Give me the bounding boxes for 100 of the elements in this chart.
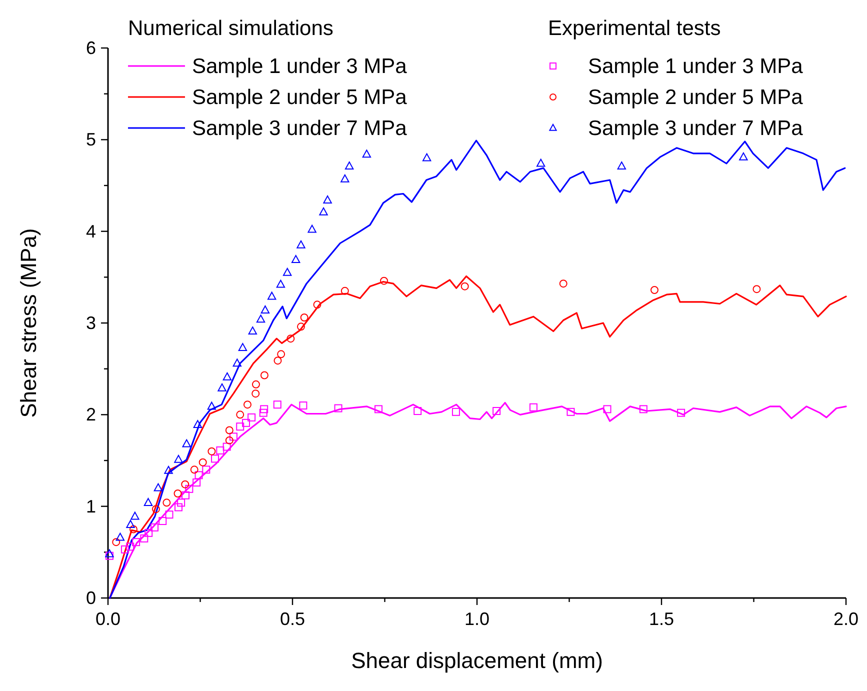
point [152,505,160,514]
point [130,512,140,520]
point [165,510,174,519]
point [340,286,349,295]
point [154,483,163,492]
point [144,498,153,506]
point [216,446,224,454]
y-tick-label: 6 [86,38,96,58]
point [126,542,134,551]
text: Experimental tests [548,17,721,40]
point [276,280,286,288]
point [639,405,648,414]
point [105,552,114,560]
legend-label: Sample 1 under 3 MPa [192,55,408,78]
point [529,403,538,412]
point [259,408,268,417]
point [129,525,138,534]
point [452,408,460,416]
point [248,326,257,335]
point [126,520,135,528]
y-tick-label: 2 [86,404,96,425]
point [158,517,167,525]
x-tick-label: 0.0 [95,609,121,629]
point [260,305,270,314]
point [181,491,190,500]
point [299,402,308,410]
point [374,405,382,414]
y-tick-label: 0 [86,588,96,608]
point [181,480,190,488]
y-tick-label: 5 [86,130,96,150]
point [112,538,120,546]
point [120,545,129,554]
legend-label: Sample 3 under 7 MPa [588,117,804,140]
point [650,286,658,294]
point [193,420,202,428]
point [559,280,568,288]
legend-label: Sample 2 under 5 MPa [192,86,408,109]
point [617,162,626,170]
x-tick-label: 1.0 [464,609,490,629]
point [192,478,201,486]
point [243,400,252,409]
point [236,410,244,419]
point [267,292,276,300]
point [190,466,198,474]
point [202,466,210,474]
legend-label: Sample 2 under 5 MPa [588,86,804,109]
point [308,224,316,233]
point [340,174,350,182]
point [182,439,191,448]
y-tick-label: 4 [86,221,96,242]
point [300,314,308,322]
point [252,390,260,398]
point [150,523,158,532]
x-tick-label: 0.5 [280,609,306,629]
point [752,285,761,294]
x-tick-label: 1.5 [648,609,674,629]
point [414,407,422,415]
point [277,350,286,358]
point [225,436,234,444]
point [236,422,244,431]
point [291,255,300,264]
point [164,466,173,474]
point [422,153,432,162]
point [218,383,226,392]
point [211,454,220,463]
point [194,471,203,480]
point [323,195,332,204]
point [207,402,216,410]
point [222,442,231,451]
point [232,358,242,367]
legend-label: Sample 3 under 7 MPa [192,117,408,140]
point [185,484,194,493]
point [132,538,140,546]
point [144,528,153,537]
point [105,549,114,558]
point [274,356,282,365]
point [334,404,342,412]
point [208,447,216,456]
text: Numerical simulations [128,17,334,40]
x-axis-title: Shear displacement (mm) [351,648,603,673]
y-axis-title: Shear stress (MPa) [16,228,41,418]
point [222,372,232,380]
point [319,207,328,216]
point [225,426,234,434]
point [566,408,575,416]
point [198,458,207,466]
point [362,150,372,158]
point [256,314,266,323]
point [174,503,182,512]
point [229,432,238,441]
point [460,282,469,290]
point [296,240,306,248]
point [536,158,546,167]
y-tick-label: 1 [86,496,96,516]
point [248,413,256,422]
point [174,454,183,463]
point [286,334,295,343]
point [273,400,282,409]
point [174,490,182,498]
point [739,152,748,160]
